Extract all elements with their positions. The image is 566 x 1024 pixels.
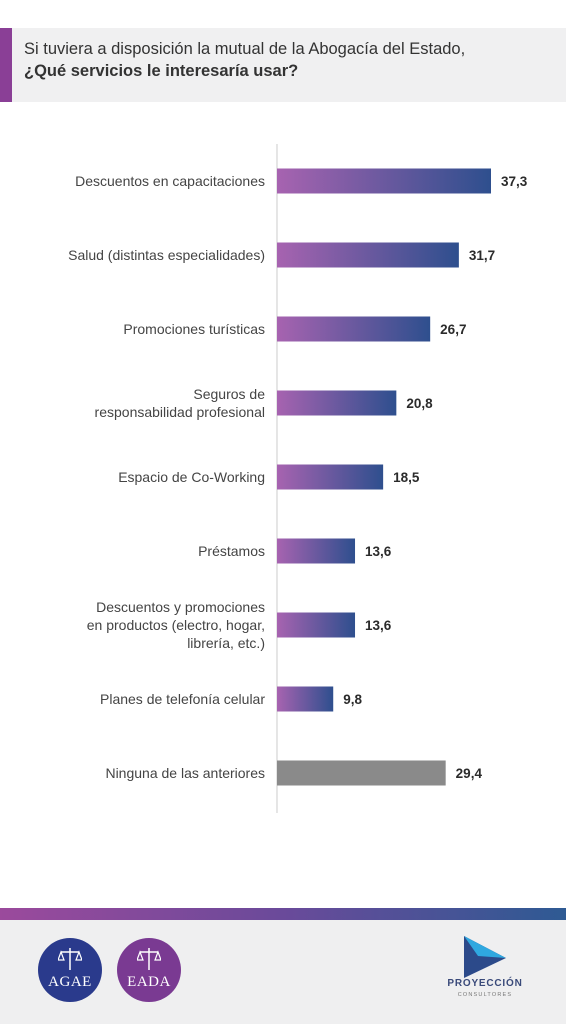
brand-subtitle: CONSULTORES [457,992,513,998]
category-label-2-line-1: Salud (distintas especialidades) [68,247,265,263]
bar-6 [277,538,356,564]
scales-icon [137,948,161,970]
value-label-9: 29,4 [456,766,483,781]
question-header: Si tuviera a disposición la mutual de la… [0,28,566,102]
category-label-4-line-1: Seguros de [193,386,265,402]
category-label-6-line-1: Préstamos [198,543,265,559]
value-label-8: 9,8 [343,692,362,707]
category-label-5-line-1: Espacio de Co-Working [118,469,265,485]
category-label-9-line-1: Ninguna de las anteriores [105,765,265,781]
category-label-4-line-2: responsabilidad profesional [95,404,265,420]
question-line-2: ¿Qué servicios le interesaría usar? [24,62,299,80]
bar-3 [277,316,431,342]
question-text: Si tuviera a disposición la mutual de la… [24,38,465,82]
eada-logo: EADA [117,938,181,1002]
proyeccion-logo: PROYECCIÓN CONSULTORES [430,934,540,1014]
bar-4 [277,390,397,416]
arrow-play-icon [464,936,506,978]
footer-color-band [0,908,566,920]
scales-icon [58,948,82,970]
value-label-6: 13,6 [365,544,392,559]
value-label-2: 31,7 [469,248,495,263]
eada-logo-text: EADA [127,974,171,990]
bar-7 [277,612,356,638]
bar-5 [277,464,384,490]
footer: AGAE EADA PROYECCIÓN CONSULTORES [0,920,566,1024]
value-label-1: 37,3 [501,174,528,189]
category-label-8-line-1: Planes de telefonía celular [100,691,265,707]
bar-chart: 37,3 Descuentos en capacitaciones 31,7 Salu… [68,144,528,813]
value-label-3: 26,7 [440,322,466,337]
category-label-7-line-3: librería, etc.) [187,635,265,651]
category-label-1-line-1: Descuentos en capacitaciones [75,173,265,189]
value-label-4: 20,8 [406,396,433,411]
bar-2 [277,242,459,268]
question-line-1: Si tuviera a disposición la mutual de la… [24,40,466,58]
category-label-7-line-2: en productos (electro, hogar, [87,617,265,633]
value-label-5: 18,5 [393,470,420,485]
brand-name: PROYECCIÓN [447,978,523,989]
category-label-3-line-1: Promociones turísticas [123,321,265,337]
header-accent-bar [0,28,12,102]
agae-logo-text: AGAE [48,974,92,990]
bar-8 [277,686,334,712]
agae-logo: AGAE [38,938,102,1002]
category-label-7-line-1: Descuentos y promociones [96,599,265,615]
bar-1 [277,168,491,194]
bar-9 [277,760,446,786]
value-label-7: 13,6 [365,618,392,633]
